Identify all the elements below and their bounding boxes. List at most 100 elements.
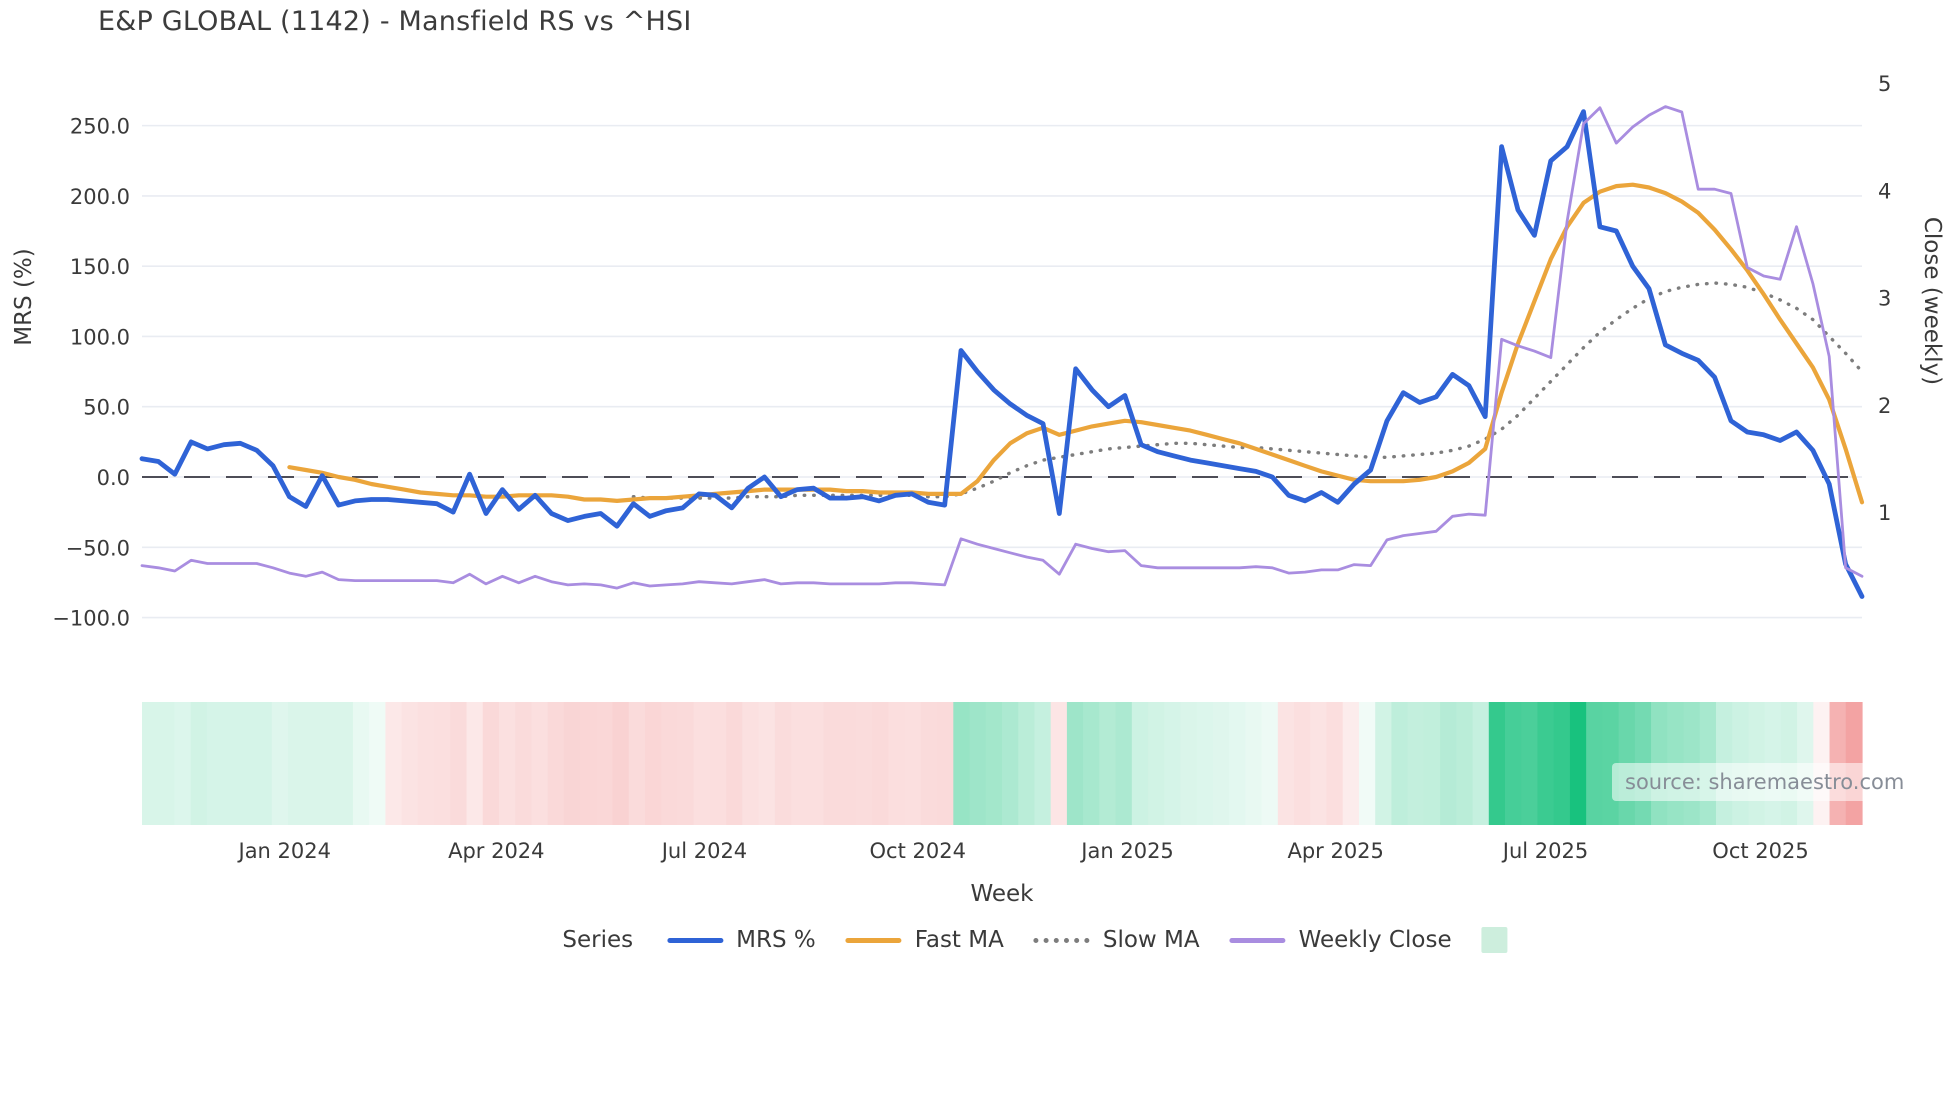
heatmap-cell xyxy=(904,702,922,825)
heatmap-cell xyxy=(1277,702,1295,825)
heatmap-cell xyxy=(158,702,176,825)
heatmap-cell xyxy=(985,702,1003,825)
left-axis-tick-label: −100.0 xyxy=(52,607,130,631)
heatmap-cell xyxy=(1018,702,1036,825)
heatmap-cell xyxy=(807,702,825,825)
heatmap-cell xyxy=(1083,702,1100,825)
y-axis-label-right: Close (weekly) xyxy=(1919,216,1945,386)
left-axis-tick-label: 100.0 xyxy=(70,325,130,349)
heatmap-cell xyxy=(255,702,273,825)
heatmap-cell xyxy=(466,702,484,825)
legend-swatch xyxy=(1229,937,1286,943)
series-weekly-close-line xyxy=(140,105,1864,590)
legend-item-label: MRS % xyxy=(736,927,816,953)
heatmap-cell xyxy=(969,702,987,825)
heatmap-cell xyxy=(726,702,743,825)
heatmap-cell xyxy=(434,702,451,825)
heatmap-cell xyxy=(547,702,565,825)
heatmap-cell xyxy=(1050,702,1068,825)
legend-item-label: Fast MA xyxy=(914,927,1004,953)
right-axis-tick-label: 3 xyxy=(1878,287,1891,311)
legend-item-heatmap xyxy=(1481,927,1508,953)
left-axis-tick-label: −50.0 xyxy=(66,536,130,560)
heatmap-cell xyxy=(142,702,159,825)
left-axis-tick-label: 50.0 xyxy=(83,396,130,420)
x-axis-tick-label: Apr 2024 xyxy=(448,839,544,863)
heatmap-cell xyxy=(1472,702,1490,825)
heatmap-cell xyxy=(709,702,727,825)
heatmap-cell xyxy=(417,702,435,825)
heatmap-cell xyxy=(563,702,581,825)
x-axis-tick-label: Jul 2024 xyxy=(660,839,747,863)
heatmap-cell xyxy=(1375,702,1393,825)
heatmap-cell xyxy=(1229,702,1246,825)
legend-item-weekly-close: Weekly Close xyxy=(1229,927,1452,953)
heatmap-cell xyxy=(1505,702,1522,825)
heatmap-cell xyxy=(271,702,289,825)
chart-title: E&P GLOBAL (1142) - Mansfield RS vs ^HSI xyxy=(98,6,692,37)
heatmap-cell xyxy=(920,702,938,825)
heatmap-cell xyxy=(320,702,338,825)
right-axis-tick-label: 1 xyxy=(1878,501,1891,525)
heatmap-cell xyxy=(677,702,695,825)
x-axis-tick-label: Jan 2024 xyxy=(237,839,332,863)
left-axis-tick-label: 150.0 xyxy=(70,255,130,279)
heatmap-cell xyxy=(1196,702,1214,825)
heatmap-cell xyxy=(531,702,549,825)
heatmap-cell xyxy=(174,702,192,825)
heatmap-cell xyxy=(1521,702,1539,825)
heatmap-cell xyxy=(1245,702,1263,825)
legend-item-fast-ma: Fast MA xyxy=(845,927,1004,953)
heatmap-cell xyxy=(223,702,240,825)
heatmap-cell xyxy=(239,702,257,825)
heatmap-cell xyxy=(693,702,711,825)
x-axis-tick-label: Jul 2025 xyxy=(1501,839,1588,863)
heatmap-cell xyxy=(385,702,403,825)
heatmap-cell xyxy=(1407,702,1425,825)
left-axis-tick-label: 200.0 xyxy=(70,185,130,209)
heatmap-cell xyxy=(1212,702,1230,825)
heatmap-cell xyxy=(482,702,500,825)
heatmap-cell xyxy=(855,702,873,825)
heatmap-cell xyxy=(304,702,322,825)
x-axis-label: Week xyxy=(970,881,1034,907)
heatmap-cell xyxy=(612,702,630,825)
legend-swatch xyxy=(667,937,724,943)
heatmap-cell xyxy=(742,702,760,825)
heatmap-cell xyxy=(1456,702,1474,825)
left-axis-tick-label: 250.0 xyxy=(70,115,130,139)
heatmap-cell xyxy=(1131,702,1149,825)
x-axis-tick-label: Jan 2025 xyxy=(1079,839,1174,863)
x-axis-tick-label: Apr 2025 xyxy=(1287,839,1383,863)
heatmap-cell xyxy=(872,702,890,825)
right-axis-tick-label: 4 xyxy=(1878,179,1891,203)
heatmap-cell xyxy=(1034,702,1052,825)
heatmap-cell xyxy=(774,702,792,825)
heatmap-cell xyxy=(645,702,662,825)
heatmap-cell xyxy=(206,702,224,825)
heatmap-cell xyxy=(1310,702,1328,825)
heatmap-cell xyxy=(1553,702,1571,825)
heatmap-cell xyxy=(791,702,808,825)
heatmap-cell xyxy=(628,702,646,825)
legend-swatch xyxy=(1033,937,1090,943)
legend-swatch xyxy=(1481,927,1508,953)
right-axis-tick-label: 2 xyxy=(1878,394,1891,418)
legend-item-mrs-: MRS % xyxy=(667,927,816,953)
series-fast-ma-line xyxy=(287,182,1865,505)
heatmap-cell xyxy=(1180,702,1198,825)
legend: Series MRS % Fast MA Slow MA Weekly Close xyxy=(562,924,1508,956)
heatmap-cell xyxy=(1294,702,1311,825)
heatmap-cell xyxy=(369,702,386,825)
heatmap-cell xyxy=(401,702,419,825)
heatmap-cell xyxy=(1099,702,1117,825)
legend-swatch xyxy=(845,937,902,943)
heatmap-cell xyxy=(515,702,533,825)
heatmap-cell xyxy=(596,702,614,825)
series-mrs--line xyxy=(139,109,1865,599)
heatmap-cell xyxy=(1115,702,1133,825)
heatmap-cell xyxy=(1423,702,1441,825)
heatmap-cell xyxy=(498,702,516,825)
heatmap-cell xyxy=(1569,702,1587,825)
